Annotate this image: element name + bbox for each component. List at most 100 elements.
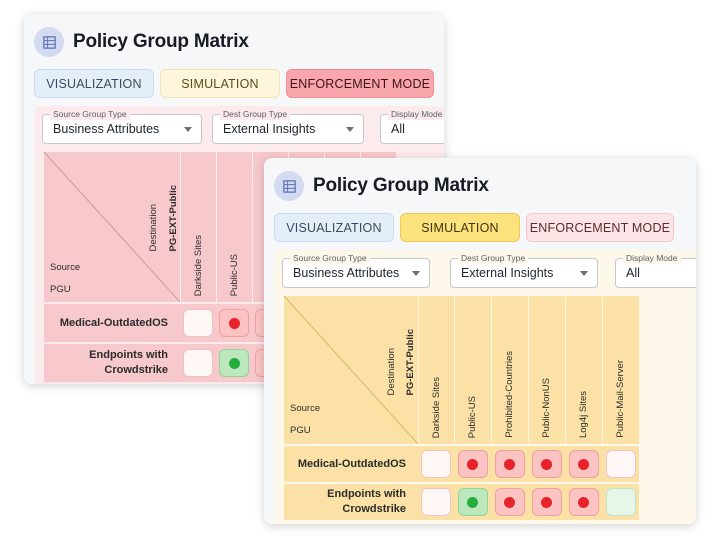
mode-tabs: VISUALIZATION SIMULATION ENFORCEMENT MOD… bbox=[274, 213, 674, 242]
cell-deny[interactable] bbox=[219, 309, 249, 337]
allow-dot-icon bbox=[228, 357, 240, 369]
source-group-type-label: Source Group Type bbox=[290, 252, 370, 264]
page-title: Policy Group Matrix bbox=[73, 31, 249, 52]
policy-matrix-card-simulation: Policy Group Matrix VISUALIZATION SIMULA… bbox=[264, 158, 696, 524]
deny-dot-icon bbox=[578, 458, 589, 470]
matrix-cell[interactable] bbox=[418, 484, 454, 520]
row-header: Medical-OutdatedOS bbox=[44, 304, 180, 342]
dest-group-type-select[interactable]: Dest Group Type External Insights bbox=[212, 108, 364, 144]
matrix-grid-icon bbox=[274, 171, 304, 201]
deny-dot-icon bbox=[541, 496, 552, 508]
cell-deny[interactable] bbox=[568, 488, 599, 516]
matrix-cell[interactable] bbox=[491, 446, 528, 482]
pgu-label: PGU bbox=[290, 425, 311, 436]
display-mode-select[interactable]: Display Mode All bbox=[615, 252, 696, 288]
column-header: Log4j Sites bbox=[565, 296, 602, 444]
column-header-label: Public-US bbox=[228, 253, 240, 296]
column-header: Public-US bbox=[216, 152, 252, 302]
destination-group-label: PG-EXT-Public bbox=[168, 185, 179, 252]
matrix-cell[interactable] bbox=[602, 446, 639, 482]
column-header: Public-Mail-Server bbox=[602, 296, 639, 444]
deny-dot-icon bbox=[541, 458, 552, 470]
display-mode-value: All bbox=[391, 122, 405, 136]
source-group-type-select[interactable]: Source Group Type Business Attributes bbox=[42, 108, 202, 144]
dest-group-type-select[interactable]: Dest Group Type External Insights bbox=[450, 252, 598, 288]
matrix-cell[interactable] bbox=[491, 484, 528, 520]
row-header: Endpoints with Crowdstrike bbox=[44, 344, 180, 382]
pgu-label: PGU bbox=[50, 284, 71, 295]
matrix-cell[interactable] bbox=[528, 446, 565, 482]
display-mode-value: All bbox=[626, 266, 640, 280]
deny-dot-icon bbox=[504, 458, 515, 470]
cell-allow[interactable] bbox=[457, 488, 488, 516]
matrix-cell[interactable] bbox=[180, 304, 216, 342]
matrix-cell[interactable] bbox=[528, 484, 565, 520]
cell-allow[interactable] bbox=[219, 349, 249, 377]
column-header: Public-US bbox=[454, 296, 491, 444]
row-header: Medical-OutdatedOS bbox=[284, 446, 418, 482]
allow-dot-icon bbox=[467, 496, 478, 508]
dest-group-type-value: External Insights bbox=[461, 266, 554, 280]
cell-empty[interactable] bbox=[421, 450, 451, 478]
source-group-type-value: Business Attributes bbox=[53, 122, 160, 136]
matrix-cell[interactable] bbox=[565, 446, 602, 482]
matrix-cell[interactable] bbox=[216, 304, 252, 342]
column-header-label: Log4j Sites bbox=[578, 390, 589, 438]
column-header-label: Prohibited-Countries bbox=[504, 351, 515, 438]
card-header: Policy Group Matrix bbox=[34, 27, 249, 57]
tab-enforcement-mode[interactable]: ENFORCEMENT MODE bbox=[286, 69, 434, 98]
cell-deny[interactable] bbox=[531, 488, 562, 516]
destination-axis-label: Destination bbox=[148, 204, 159, 252]
deny-dot-icon bbox=[578, 496, 589, 508]
column-header: Darkside Sites bbox=[180, 152, 216, 302]
matrix-corner-header: Source PGU Destination PG-EXT-Public bbox=[284, 296, 418, 444]
matrix-cell[interactable] bbox=[454, 484, 491, 520]
page-title: Policy Group Matrix bbox=[313, 175, 489, 196]
deny-dot-icon bbox=[228, 317, 240, 329]
matrix-cell[interactable] bbox=[418, 446, 454, 482]
source-group-type-select[interactable]: Source Group Type Business Attributes bbox=[282, 252, 430, 288]
chevron-down-icon bbox=[580, 271, 588, 276]
dest-group-type-value: External Insights bbox=[223, 122, 316, 136]
cell-deny[interactable] bbox=[568, 450, 599, 478]
column-header-label: Public-NonUS bbox=[541, 378, 552, 438]
source-axis-label: Source bbox=[290, 403, 321, 414]
destination-group-label: PG-EXT-Public bbox=[405, 329, 416, 396]
deny-dot-icon bbox=[467, 458, 478, 470]
matrix-grid-icon bbox=[34, 27, 64, 57]
cell-deny[interactable] bbox=[494, 450, 525, 478]
destination-axis-label: Destination bbox=[386, 348, 397, 396]
cell-deny[interactable] bbox=[457, 450, 488, 478]
column-header: Darkside Sites bbox=[418, 296, 454, 444]
cell-empty[interactable] bbox=[421, 488, 451, 516]
mode-tabs: VISUALIZATION SIMULATION ENFORCEMENT MOD… bbox=[34, 69, 434, 98]
column-header: Public-NonUS bbox=[528, 296, 565, 444]
cell-empty[interactable] bbox=[183, 349, 213, 377]
deny-dot-icon bbox=[504, 496, 515, 508]
column-header-label: Public-US bbox=[467, 395, 478, 438]
cell-empty[interactable] bbox=[183, 309, 213, 337]
cell-empty[interactable] bbox=[605, 450, 636, 478]
display-mode-label: Display Mode bbox=[388, 108, 444, 120]
cell-deny[interactable] bbox=[494, 488, 525, 516]
tab-visualization[interactable]: VISUALIZATION bbox=[274, 213, 394, 242]
matrix-cell[interactable] bbox=[565, 484, 602, 520]
tab-visualization[interactable]: VISUALIZATION bbox=[34, 69, 154, 98]
tab-enforcement-mode[interactable]: ENFORCEMENT MODE bbox=[526, 213, 674, 242]
card-header: Policy Group Matrix bbox=[274, 171, 489, 201]
tab-simulation[interactable]: SIMULATION bbox=[160, 69, 280, 98]
column-header-label: Darkside Sites bbox=[430, 376, 442, 438]
cell-allow-pending[interactable] bbox=[605, 488, 636, 516]
cell-deny[interactable] bbox=[531, 450, 562, 478]
tab-simulation[interactable]: SIMULATION bbox=[400, 213, 520, 242]
matrix-cell[interactable] bbox=[454, 446, 491, 482]
column-header-label: Darkside Sites bbox=[192, 234, 204, 296]
matrix-cell[interactable] bbox=[216, 344, 252, 382]
chevron-down-icon bbox=[412, 271, 420, 276]
source-group-type-value: Business Attributes bbox=[293, 266, 400, 280]
display-mode-select[interactable]: Display Mode All bbox=[380, 108, 444, 144]
matrix-cell[interactable] bbox=[180, 344, 216, 382]
dest-group-type-label: Dest Group Type bbox=[458, 252, 529, 264]
display-mode-label: Display Mode bbox=[623, 252, 681, 264]
matrix-cell[interactable] bbox=[602, 484, 639, 520]
